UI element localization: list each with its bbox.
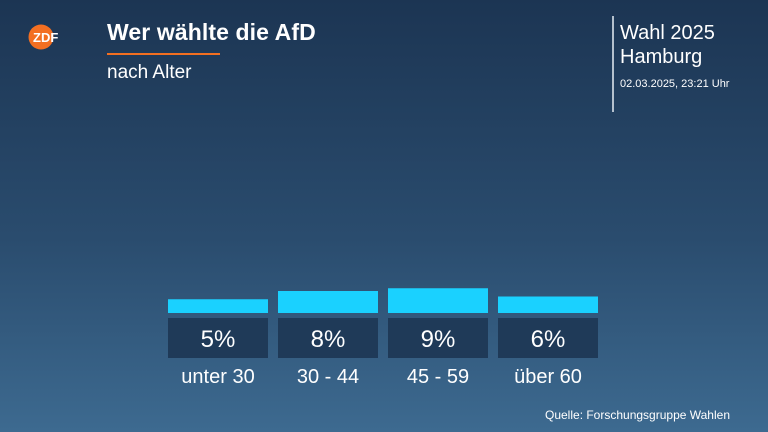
category-label-2: 45 - 59 <box>407 366 469 388</box>
category-label-1: 30 - 44 <box>297 366 359 388</box>
bar-2 <box>388 288 488 313</box>
category-label-0: unter 30 <box>181 366 254 388</box>
source-note: Quelle: Forschungsgruppe Wahlen <box>545 408 730 422</box>
bar-3 <box>498 296 598 313</box>
value-label-2: 9% <box>421 326 456 353</box>
chart-subtitle: nach Alter <box>107 62 192 83</box>
zdf-logo-text: ZDF <box>33 30 58 45</box>
timestamp: 02.03.2025, 23:21 Uhr <box>620 78 730 90</box>
value-label-0: 5% <box>201 326 236 353</box>
election-region: Hamburg <box>620 46 703 68</box>
value-label-1: 8% <box>311 326 346 353</box>
header-divider <box>612 16 614 112</box>
value-box-0 <box>168 318 268 358</box>
value-box-1 <box>278 318 378 358</box>
bar-0 <box>168 299 268 313</box>
category-label-3: über 60 <box>514 366 582 388</box>
value-box-2 <box>388 318 488 358</box>
zdf-logo: ZDF <box>28 24 58 50</box>
election-name: Wahl 2025 <box>620 22 715 44</box>
election-info: Wahl 2025 Hamburg <box>620 21 715 69</box>
bar-1 <box>278 291 378 313</box>
value-box-3 <box>498 318 598 358</box>
chart-title: Wer wählte die AfD <box>107 19 316 45</box>
title-underline <box>107 53 220 55</box>
value-label-3: 6% <box>531 326 566 353</box>
